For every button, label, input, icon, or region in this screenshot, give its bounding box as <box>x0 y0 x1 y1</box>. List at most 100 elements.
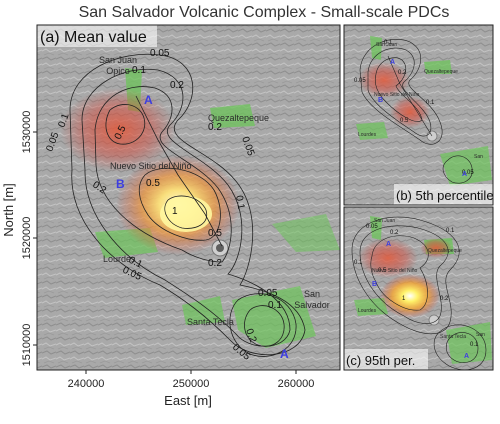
y-axis-label: North [m] <box>1 183 16 236</box>
contour-0.1-main <box>81 68 291 347</box>
vent-b-bottom: B <box>372 281 377 288</box>
bottom-clab-5: 0.5 <box>378 268 387 274</box>
bottom-place-san-salvador: San <box>476 332 485 338</box>
panel-frame-bottom <box>343 206 494 371</box>
top-clab-6: 0.05 <box>462 170 474 176</box>
contour-0.2-main <box>94 86 232 263</box>
place-nuevo-sitio: Nuevo Sitio del Niño <box>110 161 192 171</box>
top-clab-1: 0.1 <box>384 40 393 46</box>
urban-bottom-3 <box>354 298 388 316</box>
contour-label-01-se: 0.1 <box>268 300 282 311</box>
panel-main: 0.05 0.1 0.1 0.05 0.5 0.2 0.2 0.05 0.1 0… <box>36 24 341 371</box>
panel-label-main: (a) Mean value <box>40 29 147 46</box>
top-place-nuevo-sitio: Nuevo Sitio del Niño <box>374 92 420 98</box>
top-clab-2: 0.05 <box>354 78 366 84</box>
panel-frame-top <box>343 24 494 206</box>
place-san: San <box>304 289 320 299</box>
vent-lineament <box>135 95 223 247</box>
volcano-crater-bottom <box>428 314 440 326</box>
hazard-field-peak <box>160 196 212 232</box>
bottom-place-santa-tecla: Santa Tecla <box>440 334 466 340</box>
top-clab-4: 0.5 <box>400 118 409 124</box>
contour-label-01-sw: 0.1 <box>127 255 145 271</box>
panel-label-background-top <box>394 184 493 205</box>
y-tick-label-3: 1510000 <box>21 324 33 367</box>
vent-a-bottom: A <box>386 241 391 248</box>
contour-label-01-east: 0.1 <box>233 195 246 211</box>
top-place-san-salvador: San <box>474 154 483 160</box>
y-tick-label-2: 1520000 <box>21 217 33 260</box>
contour-label-1: 1 <box>172 206 178 217</box>
contour-bottom-se-outer <box>433 324 487 370</box>
bottom-clab-7: 0.2 <box>440 296 449 302</box>
contour-top-se <box>442 155 473 184</box>
contour-label-005-top: 0.05 <box>150 48 170 59</box>
hazard-top-north <box>358 62 410 98</box>
contour-0.1-south <box>229 293 297 357</box>
x-axis-label: East [m] <box>164 393 212 408</box>
hazard-bottom-north <box>358 238 418 278</box>
panel-top: 0.1 0.05 0.2 0.5 0.1 0.05 A B A San Juan… <box>343 24 494 206</box>
bottom-clab-3: 0.1 <box>446 228 455 234</box>
contour-label-01-top: 0.1 <box>132 65 146 76</box>
hazard-field-north <box>60 88 176 172</box>
top-clab-3: 0.2 <box>398 70 407 76</box>
contour-label-05-central: 0.5 <box>146 178 160 189</box>
contour-1-main <box>164 195 208 229</box>
contour-top-outer <box>359 39 443 145</box>
contour-0.5-north <box>105 104 146 145</box>
contour-label-02-east: 0.2 <box>208 122 222 133</box>
vent-b-main: B <box>116 177 125 191</box>
top-place-san-juan: San Juan <box>376 42 397 48</box>
crater-center <box>216 244 224 252</box>
vent-a-bottom-south: A <box>464 353 469 360</box>
panel-label-background-bottom <box>344 349 428 370</box>
urban-area-quezaltepeque <box>210 104 255 128</box>
urban-top-1 <box>370 36 382 60</box>
place-santa-tecla: Santa Tecla <box>187 317 234 327</box>
top-clab-5: 0.1 <box>426 100 435 106</box>
contour-label-02-se: 0.2 <box>243 327 258 344</box>
contour-top-inner <box>375 57 423 122</box>
urban-top-4 <box>440 146 492 186</box>
urban-area-san-salvador <box>232 286 316 348</box>
hazard-top-central <box>390 96 430 128</box>
contour-label-01-left: 0.1 <box>56 112 71 129</box>
vent-a-top-south: A <box>462 171 467 178</box>
vent-lineament-top <box>387 55 433 137</box>
contour-label-05-right: 0.5 <box>208 228 222 239</box>
bottom-clab-1: 0.05 <box>366 224 378 230</box>
bottom-clab-2: 0.2 <box>390 230 399 236</box>
place-san-juan: San Juan <box>99 55 137 65</box>
bottom-place-san-juan: San Juan <box>374 218 395 224</box>
x-axis: 240000 250000 260000 East [m] <box>68 370 314 408</box>
y-axis: 1530000 1520000 1510000 North [m] <box>1 111 37 367</box>
figure-title: San Salvador Volcanic Complex - Small-sc… <box>79 4 450 21</box>
top-place-quezaltepeque: Quezaltepeque <box>424 69 458 75</box>
place-salvador: Salvador <box>294 300 330 310</box>
contour-bottom-mid <box>359 225 449 324</box>
panel-label-background-main <box>37 25 157 47</box>
contour-0.5-main <box>138 167 221 241</box>
vent-a-south: A <box>280 347 289 361</box>
urban-bottom-4 <box>446 322 492 364</box>
contour-label-02-south: 0.2 <box>208 258 222 269</box>
bottom-place-quezaltepeque: Quezaltepeque <box>428 248 462 254</box>
urban-top-3 <box>356 122 388 140</box>
panel-label-bottom: (c) 95th per. <box>346 353 415 368</box>
place-quezaltepeque: Quezaltepeque <box>208 113 269 123</box>
bottom-clab-6: 1 <box>402 296 406 302</box>
bottom-place-nuevo-sitio: Nuevo Sitio del Niño <box>372 268 418 274</box>
contour-0.05-main <box>69 53 306 356</box>
contour-label-005-se: 0.05 <box>258 288 278 299</box>
urban-top-2 <box>424 60 452 74</box>
contour-top-mid <box>367 47 432 137</box>
x-tick-label-1: 240000 <box>68 378 105 390</box>
bottom-place-lourdes: Lourdes <box>358 308 377 314</box>
place-opico: Opico <box>106 66 130 76</box>
contour-label-02-north: 0.2 <box>170 80 184 91</box>
urban-area-santa-tecla <box>182 296 225 325</box>
bottom-clab-4: 0.1 <box>354 260 363 266</box>
vent-a-top: A <box>390 59 395 66</box>
